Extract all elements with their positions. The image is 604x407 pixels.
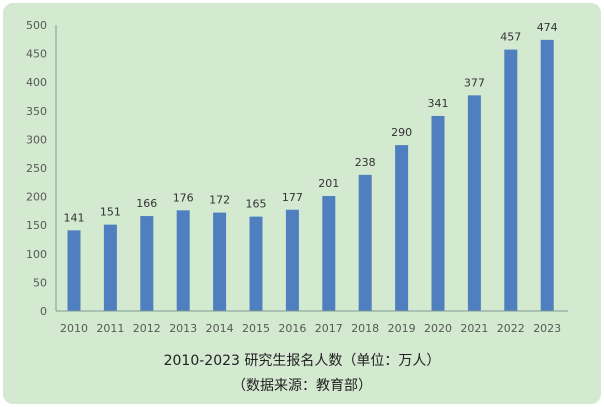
x-tick-label: 2015 xyxy=(242,322,270,335)
bar-2017 xyxy=(322,196,336,311)
y-tick-label: 300 xyxy=(26,133,47,146)
x-tick-label: 2010 xyxy=(60,322,88,335)
x-tick-label: 2017 xyxy=(315,322,343,335)
y-axis: 0 50 100 150 200 250 300 350 400 450 500 xyxy=(26,19,57,318)
y-tick-label: 150 xyxy=(26,219,47,232)
y-tick-label: 400 xyxy=(26,76,47,89)
x-tick-label: 2018 xyxy=(351,322,379,335)
data-label: 341 xyxy=(428,97,449,110)
bar-2011 xyxy=(103,224,117,311)
x-axis: 2010 2011 2012 2013 2014 2015 2016 2017 2018 2019… xyxy=(56,310,568,335)
y-tick-label: 250 xyxy=(26,162,47,175)
x-tick-label: 2019 xyxy=(388,322,416,335)
y-tick-label: 50 xyxy=(33,276,47,289)
data-label: 172 xyxy=(209,194,230,207)
x-tick-label: 2014 xyxy=(206,322,234,335)
x-tick-label: 2012 xyxy=(133,322,161,335)
bar-2018 xyxy=(358,174,372,311)
chart-subtitle: （数据来源：教育部） xyxy=(232,378,372,394)
bar-2021 xyxy=(467,95,481,311)
bar-2010 xyxy=(67,230,81,311)
data-label: 165 xyxy=(246,198,267,211)
data-label: 151 xyxy=(100,206,121,219)
data-label: 290 xyxy=(391,126,412,139)
x-tick-label: 2013 xyxy=(169,322,197,335)
bar-2022 xyxy=(504,49,518,311)
x-tick-label: 2022 xyxy=(497,322,525,335)
y-tick-label: 500 xyxy=(26,19,47,32)
bars: 141 151 166 176 172 165 177 201 238 290 341 377 457 4… xyxy=(64,21,558,311)
bar-2019 xyxy=(395,145,409,311)
data-label: 141 xyxy=(64,211,85,224)
data-label: 201 xyxy=(318,177,339,190)
data-label: 238 xyxy=(355,156,376,169)
x-tick-label: 2023 xyxy=(533,322,561,335)
bar-2020 xyxy=(431,115,445,311)
x-tick-label: 2020 xyxy=(424,322,452,335)
data-label: 457 xyxy=(500,31,521,44)
y-tick-label: 200 xyxy=(26,191,47,204)
bar-2013 xyxy=(176,210,190,311)
data-label: 177 xyxy=(282,191,303,204)
data-label: 176 xyxy=(173,191,194,204)
x-tick-label: 2011 xyxy=(96,322,124,335)
data-label: 166 xyxy=(136,197,157,210)
bar-2015 xyxy=(249,216,263,311)
bar-2023 xyxy=(540,39,554,311)
y-tick-label: 350 xyxy=(26,105,47,118)
y-tick-label: 0 xyxy=(40,305,47,318)
chart-title: 2010-2023 研究生报名人数（单位：万人） xyxy=(164,353,441,369)
bar-2014 xyxy=(213,212,227,311)
y-tick-label: 450 xyxy=(26,48,47,61)
bar-2012 xyxy=(140,216,154,311)
x-tick-label: 2021 xyxy=(460,322,488,335)
data-label: 377 xyxy=(464,76,485,89)
y-tick-label: 100 xyxy=(26,248,47,261)
bar-2016 xyxy=(285,209,299,311)
x-tick-label: 2016 xyxy=(278,322,306,335)
data-label: 474 xyxy=(537,21,558,34)
